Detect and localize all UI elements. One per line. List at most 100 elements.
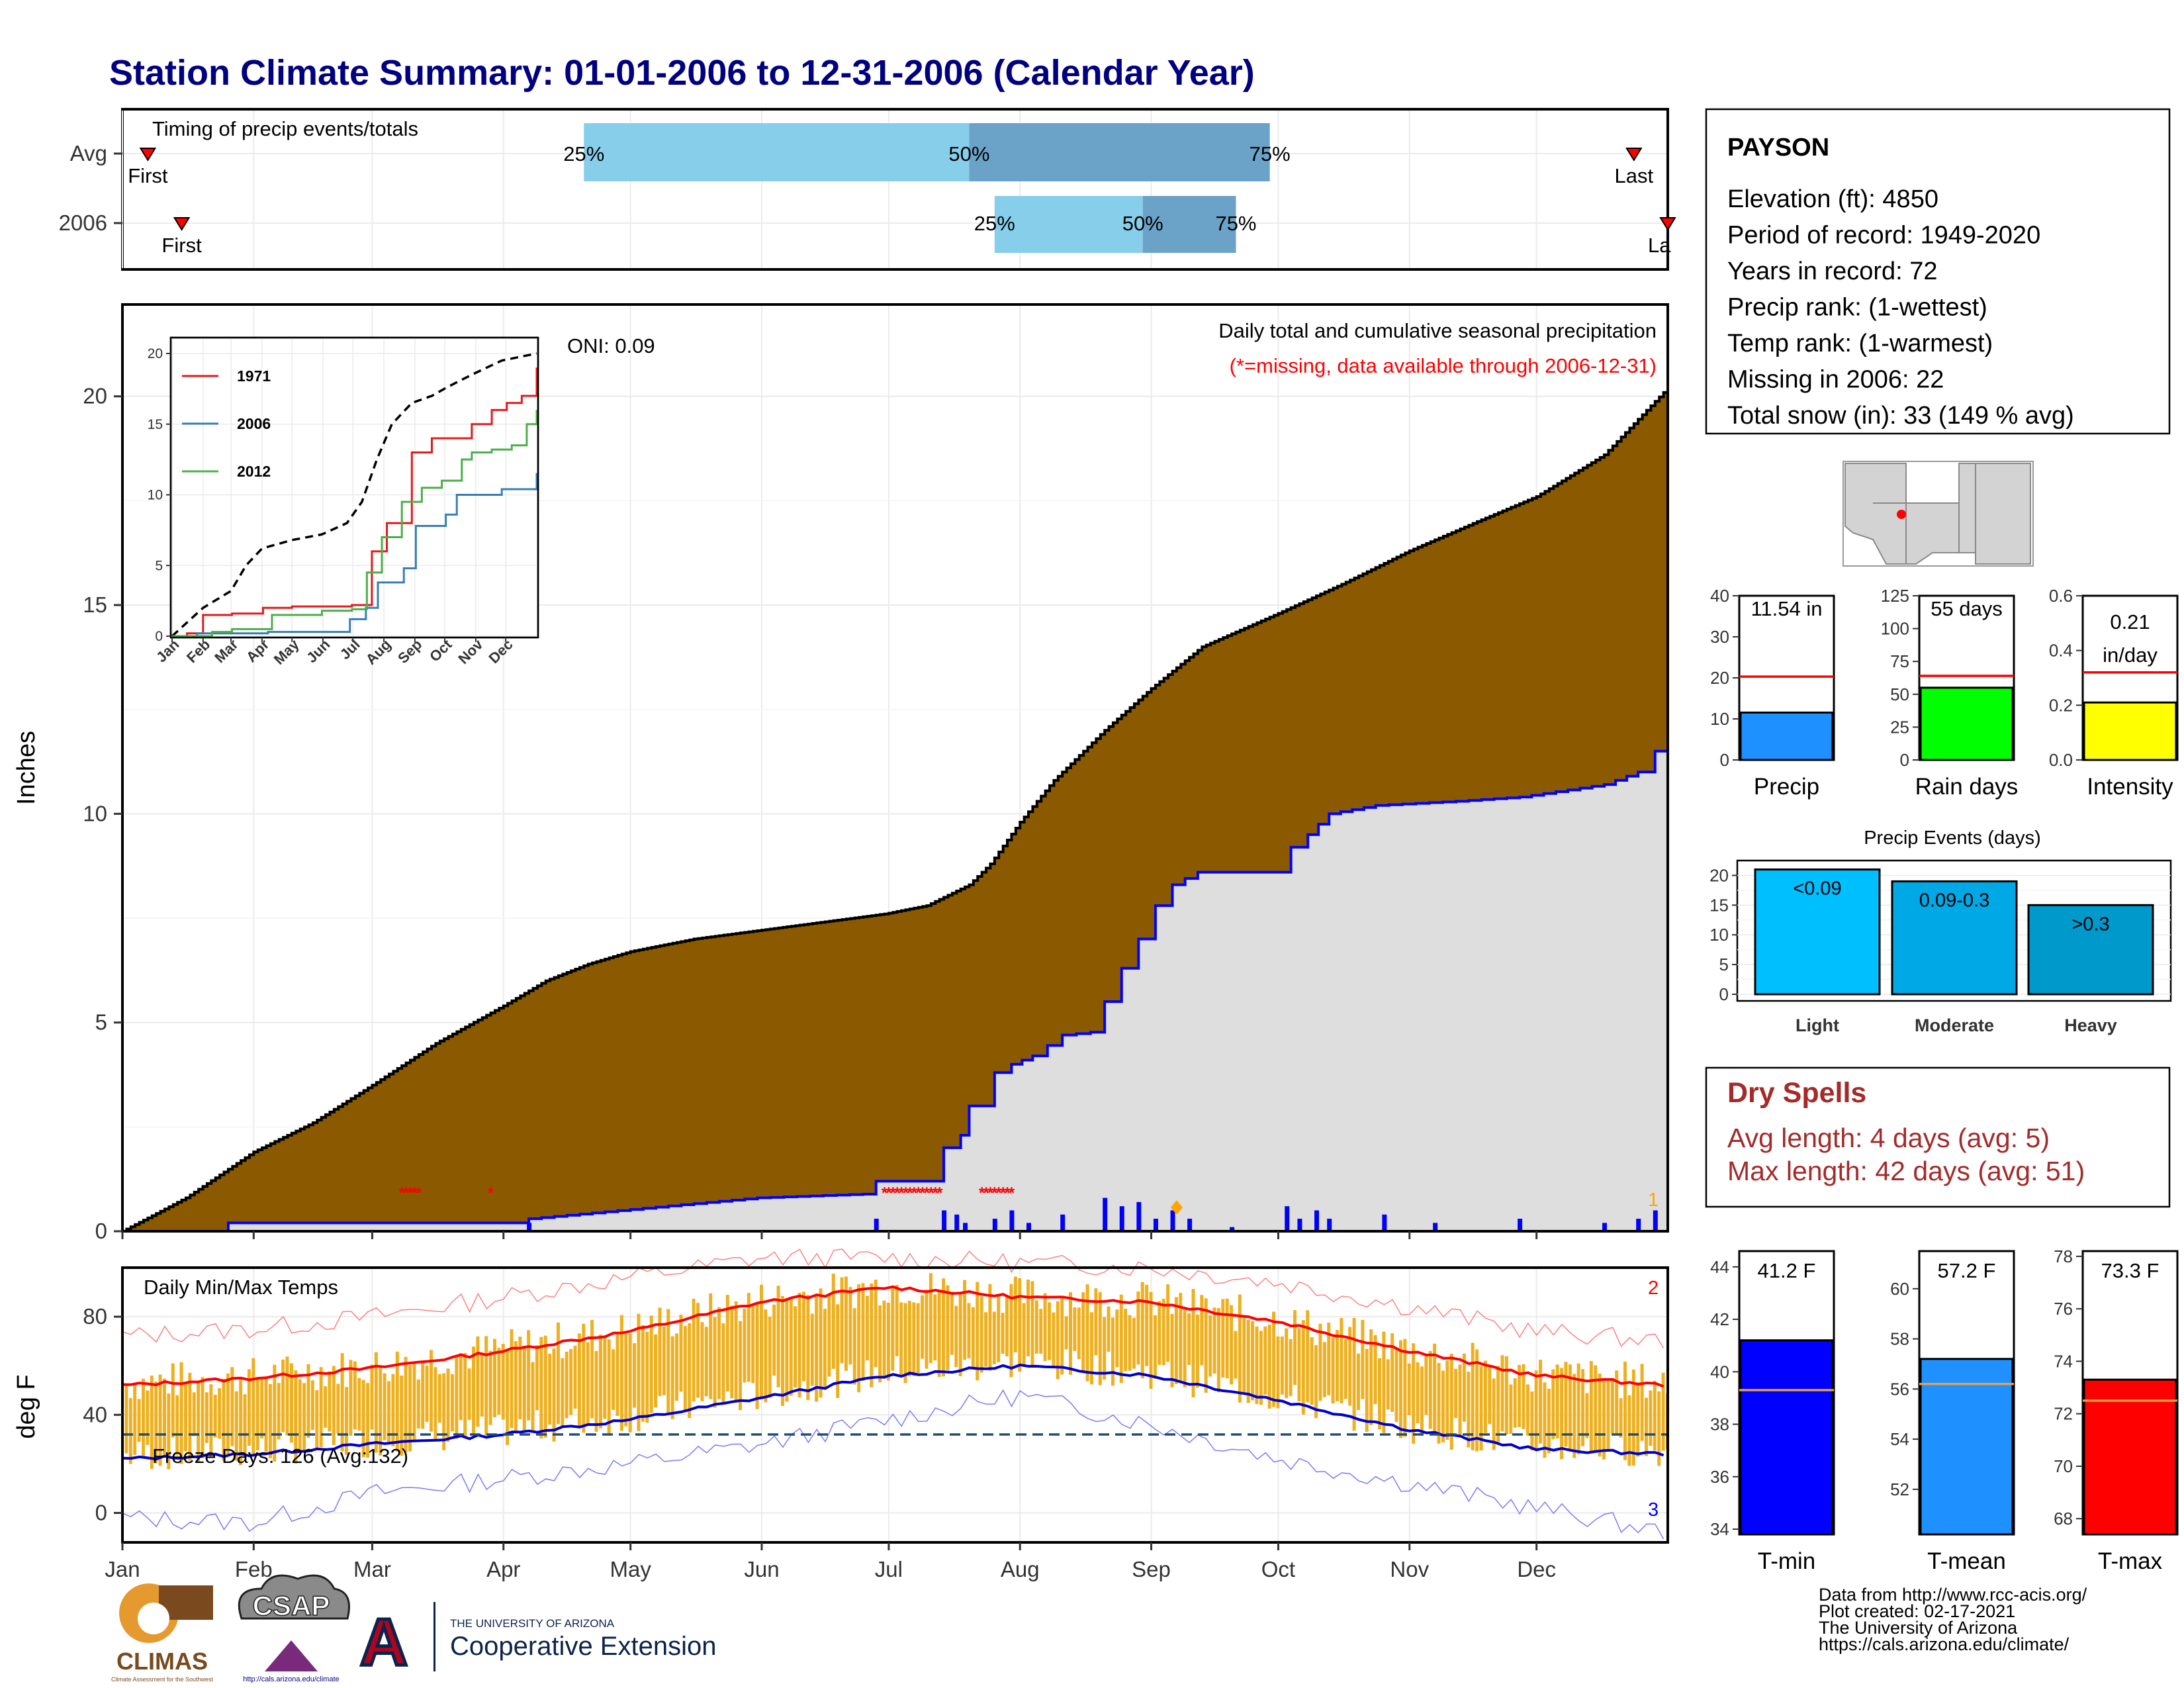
- daily-temp-bar: [1204, 1298, 1208, 1393]
- daily-temp-bar: [806, 1295, 810, 1401]
- observed-cumulative-area: [122, 749, 1669, 1233]
- mini-bar-value: [1739, 711, 1834, 761]
- daily-temp-bar: [865, 1295, 869, 1361]
- daily-precip-bar: [874, 1219, 879, 1231]
- daily-precip-bars: [527, 1197, 1658, 1231]
- daily-temp-bar: [324, 1386, 328, 1428]
- daily-temp-bar: [586, 1342, 590, 1425]
- daily-temp-bar: [1530, 1391, 1534, 1451]
- mini-bar-tick-label: 0.6: [2049, 586, 2073, 606]
- timing-last-label: La: [1648, 234, 1671, 257]
- daily-temp-bar: [1412, 1343, 1416, 1444]
- csap-mountain-icon: [265, 1640, 318, 1671]
- daily-temp-bar: [1483, 1360, 1487, 1433]
- timing-caption: Timing of precip events/totals: [152, 117, 418, 140]
- daily-temp-bar: [124, 1383, 128, 1454]
- station-info-line: Precip rank: (1-wettest): [1727, 294, 1987, 322]
- daily-precip-bar: [1382, 1214, 1387, 1231]
- temperature-mini-bars: 34 36 38 40 42 44 41.2 F T-min 52 54 56 58 60 57.2 F T…: [1710, 1246, 2179, 1574]
- daily-temp-bar: [459, 1353, 463, 1421]
- missing-day-marker: *: [412, 1184, 418, 1202]
- inset-y-tick-label: 10: [148, 488, 163, 503]
- temp-bar-value-label: 41.2 F: [1758, 1259, 1816, 1282]
- temp-bar-label: T-min: [1758, 1548, 1816, 1574]
- daily-temp-bar: [450, 1374, 454, 1432]
- daily-temp-bar: [1424, 1355, 1428, 1415]
- daily-temp-bar: [1077, 1307, 1081, 1360]
- timing-bar-50-75: [969, 123, 1270, 181]
- snow-day-marker-icon: [1170, 1200, 1183, 1215]
- daily-temp-bar: [662, 1326, 666, 1395]
- daily-temp-bar: [772, 1304, 776, 1376]
- events-y-tick-label: 0: [1719, 984, 1729, 1004]
- missing-day-marker: *: [919, 1184, 926, 1202]
- daily-temp-bar: [704, 1327, 708, 1397]
- timing-p50-label: 50%: [948, 142, 989, 165]
- daily-temp-bar: [937, 1290, 941, 1378]
- daily-temp-bar: [1479, 1366, 1483, 1451]
- csap-url: http://cals.arizona.edu/climate: [243, 1675, 340, 1683]
- timing-p50-label: 50%: [1122, 212, 1163, 235]
- daily-temp-bar: [1589, 1361, 1593, 1452]
- mini-bar-tick-label: 50: [1890, 684, 1909, 704]
- daily-temp-bar: [197, 1381, 201, 1462]
- daily-temp-bar: [1124, 1309, 1128, 1372]
- daily-temp-bar: [1610, 1380, 1614, 1434]
- temp-y-tick-label: 40: [83, 1402, 107, 1427]
- daily-temp-bar: [1657, 1391, 1661, 1466]
- daily-temp-bar: [654, 1334, 658, 1408]
- events-y-tick-label: 20: [1709, 865, 1729, 885]
- temp-bar-tick-label: 74: [2054, 1351, 2073, 1371]
- events-bar-label: 0.09-0.3: [1919, 890, 1989, 911]
- daily-temp-bar: [1369, 1329, 1373, 1425]
- mini-bar-value: [2083, 701, 2177, 761]
- daily-temp-bar: [154, 1382, 158, 1464]
- daily-temp-bar: [1158, 1301, 1161, 1365]
- daily-temp-bar: [836, 1304, 840, 1398]
- daily-temp-bar: [929, 1273, 933, 1364]
- daily-temp-bar: [751, 1303, 755, 1383]
- missing-day-marker: *: [903, 1184, 909, 1202]
- ua-letter: A: [360, 1605, 408, 1679]
- daily-temp-bar: [1496, 1366, 1500, 1443]
- missing-day-marker: *: [987, 1184, 994, 1202]
- daily-temp-bar: [1145, 1284, 1149, 1366]
- dry-spells-box: Dry Spells Avg length: 4 days (avg: 5) M…: [1705, 1066, 2171, 1208]
- daily-temp-bars: [124, 1273, 1669, 1470]
- daily-temp-bar: [463, 1352, 467, 1437]
- daily-temp-bar: [188, 1372, 192, 1461]
- daily-temp-bar: [903, 1303, 907, 1383]
- temp-bar-tick-label: 42: [1710, 1309, 1729, 1329]
- daily-temp-bar: [205, 1392, 208, 1443]
- temp-y-axis: 0 40 80: [83, 1304, 122, 1525]
- month-label: May: [610, 1557, 651, 1581]
- daily-temp-bar: [1073, 1307, 1077, 1351]
- daily-temp-bar: [484, 1336, 488, 1436]
- daily-temp-bar: [510, 1329, 514, 1429]
- footer-line: https://cals.arizona.edu/climate/: [1819, 1634, 2070, 1654]
- daily-temp-bar: [1280, 1336, 1284, 1395]
- missing-day-marker: *: [407, 1184, 414, 1202]
- daily-temp-bar: [319, 1367, 323, 1448]
- temp-bar-tick-label: 58: [1890, 1329, 1909, 1349]
- daily-temp-bar: [1357, 1353, 1360, 1411]
- station-info-line: Temp rank: (1-warmest): [1727, 330, 1993, 357]
- daily-temp-bar: [1377, 1358, 1381, 1430]
- missing-day-marker: *: [399, 1184, 406, 1202]
- daily-temp-bar: [739, 1321, 742, 1411]
- missing-day-marker: *: [996, 1184, 1003, 1202]
- footer-line: The University of Arizona: [1819, 1618, 2018, 1638]
- daily-temp-bar: [158, 1374, 162, 1466]
- precip-y-tick-label: 10: [83, 801, 107, 825]
- daily-temp-bar: [1153, 1315, 1157, 1380]
- daily-temp-bar: [1068, 1292, 1072, 1375]
- station-info-frame: [1705, 108, 2171, 435]
- daily-temp-bar: [1403, 1338, 1407, 1437]
- daily-temp-bar: [899, 1302, 903, 1377]
- daily-temp-bar: [1267, 1325, 1271, 1409]
- daily-temp-bar: [679, 1314, 683, 1392]
- daily-temp-bar: [247, 1369, 251, 1446]
- timing-first-label: First: [161, 234, 202, 257]
- daily-temp-bar: [345, 1387, 349, 1455]
